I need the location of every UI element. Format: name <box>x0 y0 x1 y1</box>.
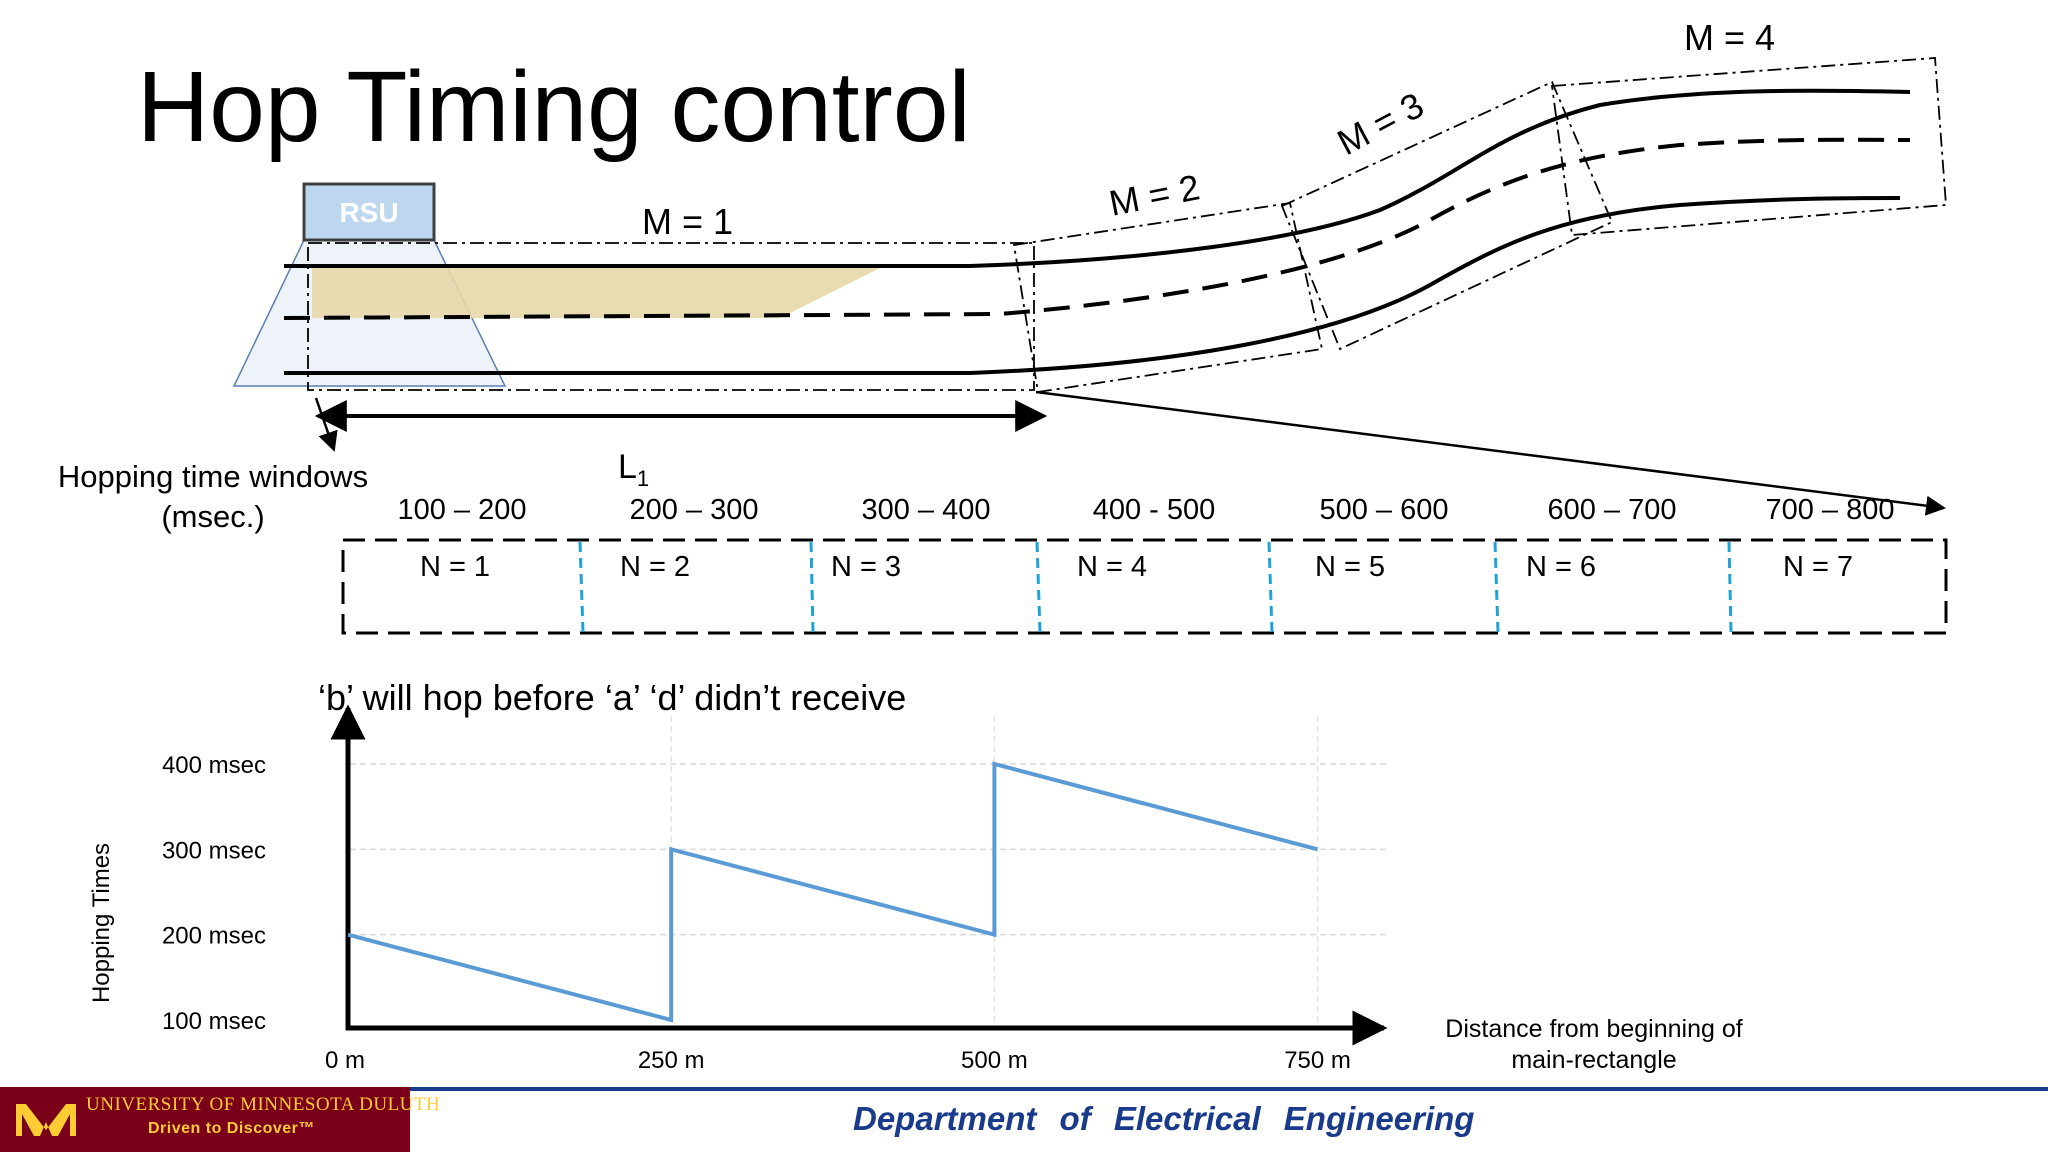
slide-title: Hop Timing control <box>137 51 971 163</box>
window-range: 300 – 400 <box>861 494 990 526</box>
hop-time-series-line <box>347 761 1319 1023</box>
zoom-connector-right <box>1035 390 1946 516</box>
y-tick-label: 200 msec <box>162 923 266 950</box>
department-name: Department of Electrical Engineering <box>853 1100 1475 1137</box>
y-tick-label: 400 msec <box>162 752 266 779</box>
x-tick-label: 250 m <box>638 1047 705 1074</box>
slot-label: N = 6 <box>1526 551 1596 583</box>
slot-label: N = 2 <box>620 551 690 583</box>
window-range: 700 – 800 <box>1765 494 1894 526</box>
lane-highlight <box>312 268 880 318</box>
road-top-edge <box>284 88 1911 268</box>
length-letter: L <box>618 448 637 486</box>
windows-box <box>341 538 1948 635</box>
segment-rect-m3 <box>1280 80 1614 351</box>
slot-label: N = 5 <box>1315 551 1385 583</box>
gold-m-logo-icon <box>16 1104 76 1136</box>
y-tick-label: 300 msec <box>162 837 266 864</box>
window-range: 400 - 500 <box>1093 494 1216 526</box>
segment-rect-m2 <box>1012 201 1324 394</box>
window-range: 200 – 300 <box>629 494 758 526</box>
university-logo <box>0 1087 410 1152</box>
windows-caption-line1: Hopping time windows <box>58 459 368 494</box>
zoom-connector-left <box>314 397 338 452</box>
length-subscript: 1 <box>637 466 649 491</box>
y-tick-label: 100 msec <box>162 1008 266 1035</box>
university-tagline: Driven to Discover™ <box>148 1120 315 1137</box>
chart-annotation: ‘b’ will hop before ‘a’ ‘d’ didn’t recei… <box>318 677 906 718</box>
rsu-label: RSU <box>339 197 398 228</box>
x-tick-label: 500 m <box>961 1047 1028 1074</box>
road-bottom-edge <box>284 196 1901 375</box>
y-axis-label: Hopping Times <box>88 843 115 1003</box>
slot-label: N = 3 <box>831 551 901 583</box>
university-name: UNIVERSITY OF MINNESOTA DULUTH <box>86 1094 441 1115</box>
windows-caption-line2: (msec.) <box>161 499 264 534</box>
window-range: 100 – 200 <box>397 494 526 526</box>
x-axis-label-line1: Distance from beginning of <box>1445 1015 1742 1043</box>
segment-rect-m4 <box>1550 57 1947 236</box>
x-axis-label-line2: main-rectangle <box>1511 1046 1676 1074</box>
slot-label: N = 7 <box>1783 551 1853 583</box>
length-label: L1 <box>618 448 649 491</box>
window-range: 600 – 700 <box>1547 494 1676 526</box>
x-tick-label: 0 m <box>325 1047 365 1074</box>
segment-rect-m1 <box>307 242 1035 391</box>
slot-label: N = 1 <box>420 551 490 583</box>
road-center-line <box>283 137 1911 320</box>
window-range: 500 – 600 <box>1319 494 1448 526</box>
slot-label: N = 4 <box>1077 551 1147 583</box>
segment-label-m1: M = 1 <box>642 201 733 242</box>
rsu-box <box>302 182 436 242</box>
x-tick-label: 750 m <box>1284 1047 1351 1074</box>
segment-label-m4: M = 4 <box>1684 17 1775 58</box>
